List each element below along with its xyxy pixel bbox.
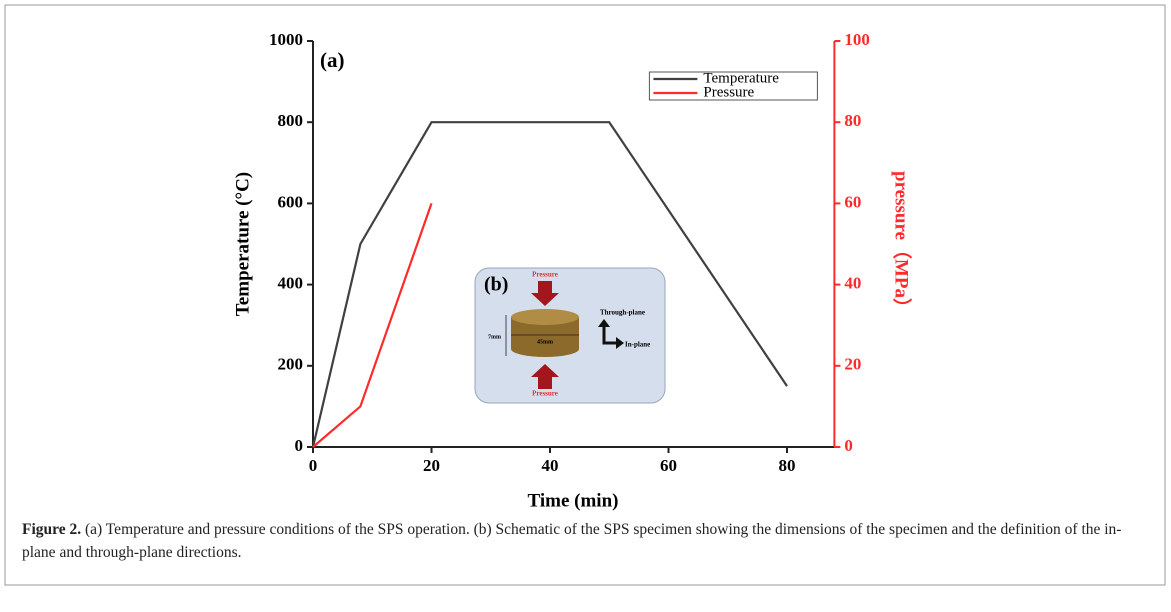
x-tick-label: 20 <box>423 456 440 475</box>
y-tick-label: 0 <box>295 436 304 455</box>
y-axis-label: Temperature (°C) <box>232 172 253 316</box>
y-tick-label: 600 <box>278 192 304 211</box>
caption-text: (a) Temperature and pressure conditions … <box>22 521 1122 561</box>
pressure-bottom: Pressure <box>532 390 558 398</box>
diameter-label: 45mm <box>537 339 553 345</box>
arrow-up <box>531 364 559 389</box>
cylinder-side <box>511 317 579 357</box>
x-tick-label: 0 <box>309 456 318 475</box>
x-tick-label: 40 <box>542 456 559 475</box>
axes-icon <box>602 325 618 345</box>
y-tick-label: 1000 <box>269 30 303 49</box>
cylinder-top <box>511 309 579 325</box>
figure-frame <box>4 4 1166 586</box>
caption-label: Figure 2. <box>22 521 82 538</box>
inset-b: (b) Pressure Pressure 45mm 7mm Through-p… <box>474 267 666 404</box>
through-plane-label: Through-plane <box>600 309 645 317</box>
y2-axis-label: pressure（MPa） <box>891 171 914 317</box>
y2-tick-label: 100 <box>844 30 870 49</box>
y2-tick-label: 0 <box>844 436 853 455</box>
y-tick-label: 400 <box>278 274 304 293</box>
caption: Figure 2. (a) Temperature and pressure c… <box>22 518 1132 564</box>
series-line <box>311 121 788 448</box>
x-tick-label: 60 <box>660 456 677 475</box>
inset-label: (b) <box>484 274 508 296</box>
height-label: 7mm <box>488 334 501 340</box>
arrow-down <box>531 281 559 306</box>
axes-arrows <box>598 319 624 349</box>
panel-label: (a) <box>320 48 345 72</box>
y2-tick-label: 80 <box>844 111 861 130</box>
legend-label: Pressure <box>703 84 754 100</box>
x-tick-label: 80 <box>779 456 796 475</box>
y-tick-label: 800 <box>278 111 304 130</box>
legend-label: Temperature <box>703 70 779 86</box>
x-axis-label: Time (min) <box>528 490 619 511</box>
y2-tick-label: 40 <box>844 274 861 293</box>
legend-frame <box>648 71 818 101</box>
y2-tick-label: 60 <box>844 192 861 211</box>
y2-tick-label: 20 <box>844 355 861 374</box>
y-tick-label: 200 <box>278 355 304 374</box>
pressure-top: Pressure <box>532 271 558 279</box>
in-plane-label: In-plane <box>625 341 650 349</box>
